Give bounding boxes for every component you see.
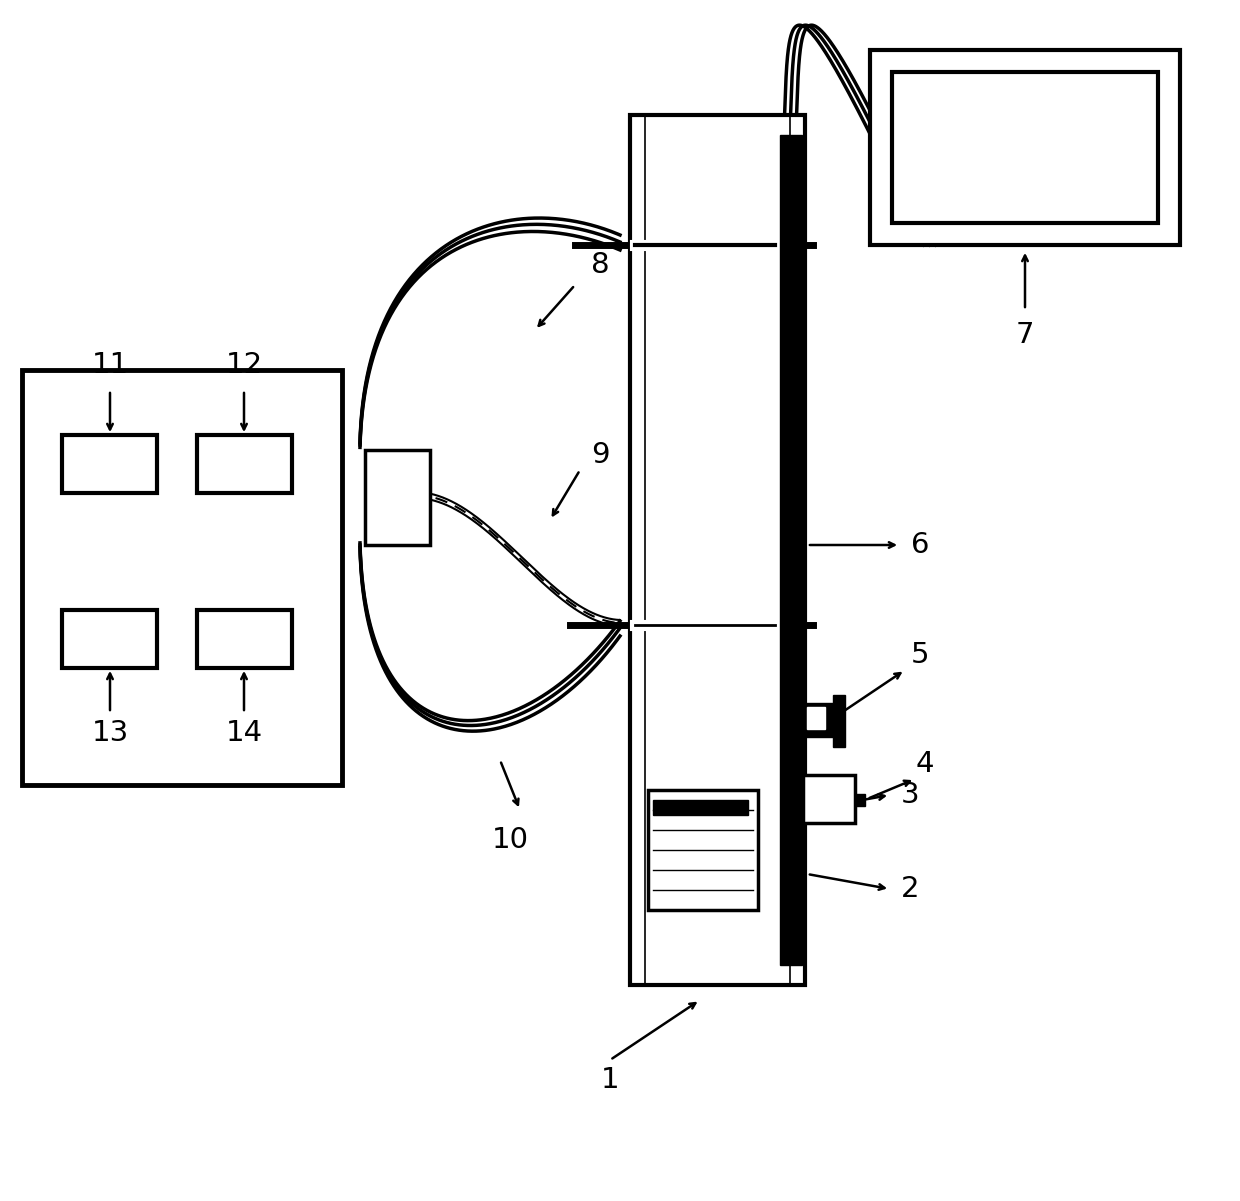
Bar bbox=[870, 50, 1180, 245]
Text: 6: 6 bbox=[910, 531, 929, 558]
Bar bbox=[653, 800, 748, 815]
Bar bbox=[630, 115, 805, 985]
Polygon shape bbox=[804, 695, 844, 747]
Bar bbox=[807, 707, 825, 729]
Text: 5: 5 bbox=[910, 641, 929, 669]
Text: 10: 10 bbox=[491, 826, 528, 854]
Bar bbox=[804, 775, 856, 823]
Bar bbox=[22, 370, 342, 785]
Text: 4: 4 bbox=[916, 749, 934, 778]
Text: 2: 2 bbox=[900, 876, 919, 903]
Bar bbox=[365, 450, 430, 545]
Bar bbox=[892, 72, 1158, 223]
Bar bbox=[197, 610, 291, 668]
Text: 14: 14 bbox=[226, 719, 263, 747]
Bar bbox=[856, 794, 866, 806]
Text: 8: 8 bbox=[590, 251, 609, 279]
Text: 13: 13 bbox=[92, 719, 129, 747]
Text: 1: 1 bbox=[600, 1066, 619, 1094]
Bar bbox=[645, 115, 790, 985]
Bar bbox=[780, 135, 802, 964]
Bar bbox=[649, 790, 758, 910]
Bar bbox=[197, 435, 291, 492]
Text: 7: 7 bbox=[1016, 321, 1034, 349]
Text: 12: 12 bbox=[226, 351, 263, 380]
Text: 3: 3 bbox=[900, 781, 919, 809]
Text: 9: 9 bbox=[590, 441, 609, 470]
Text: 11: 11 bbox=[92, 351, 129, 380]
Bar bbox=[62, 610, 157, 668]
Bar bbox=[62, 435, 157, 492]
